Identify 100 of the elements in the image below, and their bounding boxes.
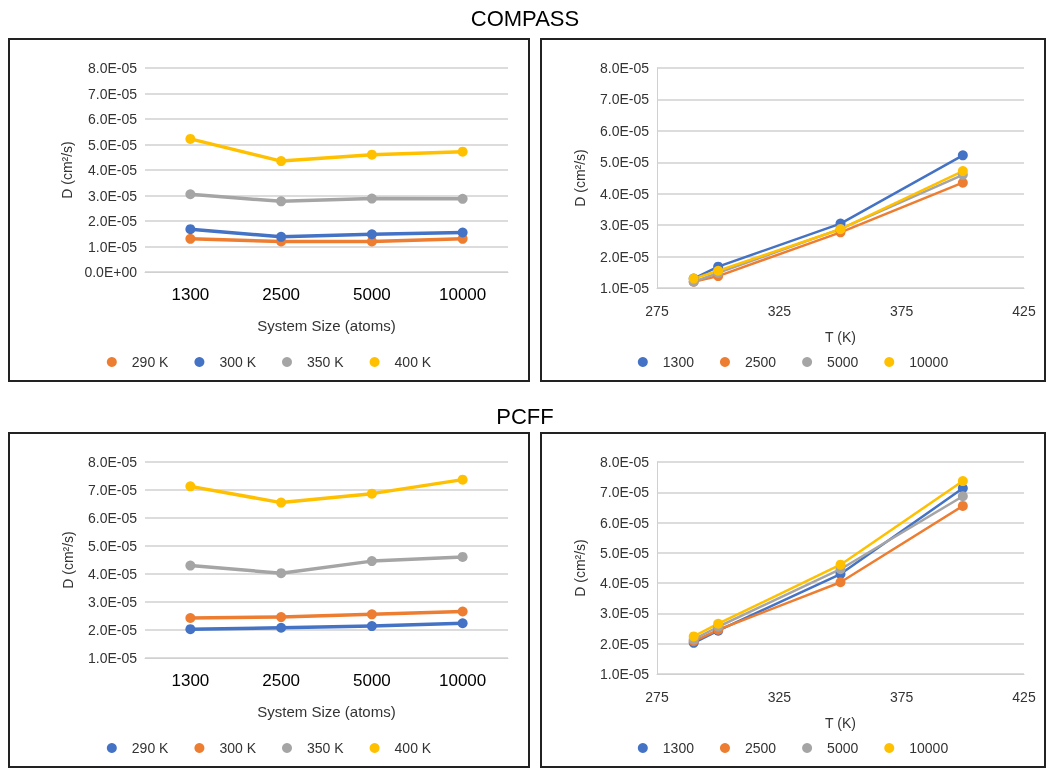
point: [366, 193, 377, 204]
point: [185, 233, 196, 244]
point: [276, 622, 287, 633]
y-tick-label: 4.0E-05: [599, 185, 650, 202]
x-axis-title: System Size (atoms): [257, 703, 396, 720]
x-tick-label: 275: [645, 303, 669, 319]
y-tick-label: 0.0E+00: [84, 264, 138, 280]
point: [957, 150, 968, 161]
point: [276, 612, 287, 623]
point: [276, 568, 287, 579]
legend-label: 290 K: [131, 354, 170, 370]
y-tick-label: 1.0E-05: [87, 238, 138, 255]
y-tick-label: 2.0E-05: [87, 213, 138, 229]
point: [185, 560, 196, 571]
y-tick-label: 6.0E-05: [87, 510, 138, 526]
point: [185, 624, 196, 635]
x-axis-title: System Size (atoms): [257, 317, 396, 334]
y-tick-label: 7.0E-05: [599, 484, 650, 501]
point: [276, 497, 287, 508]
legend-label: 5000: [827, 740, 859, 756]
y-tick-label: 3.0E-05: [87, 594, 138, 610]
legend-label: 10000: [909, 354, 949, 370]
point: [185, 612, 196, 623]
y-tick-label: 5.0E-05: [87, 538, 138, 554]
y-tick-label: 8.0E-05: [599, 60, 650, 76]
y-tick-label: 3.0E-05: [599, 605, 650, 622]
point: [366, 621, 377, 632]
y-tick-label: 8.0E-05: [87, 454, 138, 470]
y-tick-label: 6.0E-05: [87, 111, 138, 127]
x-axis-title: T (K): [825, 715, 856, 731]
point: [457, 551, 468, 562]
x-tick-label: 10000: [438, 671, 487, 690]
point: [366, 488, 377, 499]
legend-label: 350 K: [307, 354, 345, 370]
y-tick-label: 1.0E-05: [87, 650, 138, 666]
legend-label: 400 K: [394, 354, 432, 370]
point: [457, 618, 468, 629]
point: [185, 224, 196, 235]
y-axis-title: D (cm²/s): [572, 539, 588, 597]
y-tick-label: 2.0E-05: [599, 635, 650, 652]
x-tick-label: 1300: [171, 285, 210, 304]
point: [185, 189, 196, 200]
x-axis-title: T (K): [825, 329, 856, 345]
y-tick-label: 5.0E-05: [599, 154, 650, 171]
legend-label: 350 K: [307, 740, 345, 756]
y-tick-label: 7.0E-05: [87, 85, 138, 102]
y-tick-label: 4.0E-05: [87, 162, 138, 178]
point: [276, 231, 287, 242]
x-tick-label: 5000: [352, 671, 391, 690]
x-tick-label: 325: [767, 303, 792, 319]
chart-title: COMPASS: [469, 6, 581, 32]
legend-label: 2500: [744, 740, 777, 756]
x-tick-label: 325: [767, 689, 792, 705]
x-tick-label: 2500: [262, 671, 301, 690]
legend-label: 290 K: [131, 740, 170, 756]
y-tick-label: 4.0E-05: [599, 575, 650, 592]
x-tick-label: 1300: [171, 671, 210, 690]
point: [835, 577, 846, 588]
y-tick-label: 1.0E-05: [599, 666, 650, 682]
legend-label: 300 K: [219, 740, 257, 756]
point: [366, 149, 377, 160]
point: [366, 556, 377, 567]
point: [957, 500, 968, 511]
y-tick-label: 2.0E-05: [599, 248, 650, 265]
y-tick-label: 7.0E-05: [599, 91, 650, 108]
y-axis-title: D (cm²/s): [60, 531, 76, 589]
y-tick-label: 6.0E-05: [599, 514, 650, 531]
x-tick-label: 375: [889, 303, 914, 319]
x-tick-label: 10000: [438, 285, 487, 304]
legend-label: 10000: [909, 740, 949, 756]
y-axis-title: D (cm²/s): [58, 141, 75, 199]
y-tick-label: 3.0E-05: [599, 217, 650, 234]
x-tick-label: 2500: [262, 285, 301, 304]
y-tick-label: 2.0E-05: [87, 622, 138, 638]
y-tick-label: 6.0E-05: [599, 122, 650, 139]
point: [457, 193, 468, 204]
point: [457, 606, 468, 617]
legend-label: 5000: [827, 354, 859, 370]
y-tick-label: 1.0E-05: [599, 280, 650, 296]
point: [835, 559, 846, 570]
point: [276, 156, 287, 167]
y-tick-label: 5.0E-05: [599, 544, 650, 561]
x-tick-label: 425: [1012, 689, 1036, 705]
y-tick-label: 8.0E-05: [599, 454, 650, 470]
point: [457, 146, 468, 157]
y-tick-label: 7.0E-05: [87, 482, 138, 498]
legend-label: 300 K: [219, 354, 257, 370]
point: [457, 227, 468, 238]
y-axis-title: D (cm²/s): [572, 149, 588, 207]
point: [185, 133, 196, 144]
y-tick-label: 5.0E-05: [87, 136, 138, 153]
y-tick-label: 4.0E-05: [87, 566, 138, 582]
legend-label: 1300: [662, 354, 695, 370]
y-tick-label: 8.0E-05: [87, 60, 138, 76]
chart-title: PCFF: [495, 404, 555, 430]
point: [276, 196, 287, 207]
x-tick-label: 425: [1012, 303, 1036, 319]
x-tick-label: 375: [889, 689, 914, 705]
point: [185, 481, 196, 492]
point: [366, 609, 377, 620]
